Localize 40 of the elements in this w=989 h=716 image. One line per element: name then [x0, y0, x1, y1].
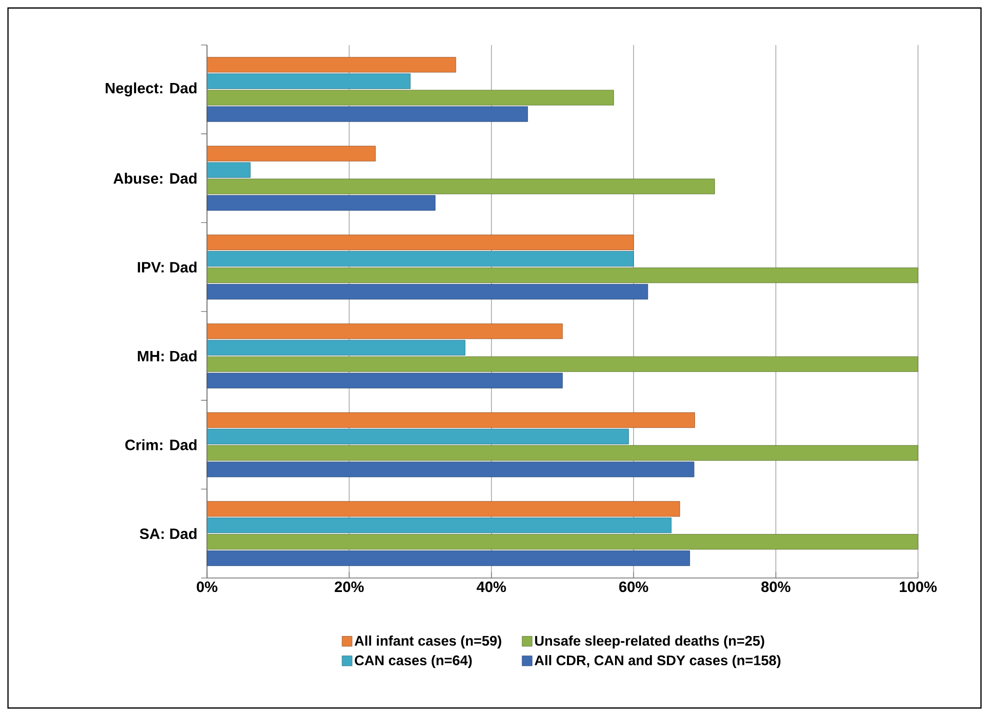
- x-tick-label: 40%: [476, 582, 506, 592]
- legend-label: Unsafe sleep-related deaths (n=25): [535, 635, 764, 648]
- x-tick-label: 60%: [619, 582, 648, 592]
- bar: [206, 146, 376, 162]
- bar: [206, 324, 563, 340]
- bar: [206, 268, 918, 284]
- bar: [206, 550, 690, 566]
- bar: [206, 445, 918, 461]
- y-tick-label: Neglect: Dad: [106, 82, 196, 96]
- bar: [206, 90, 614, 106]
- bar: [206, 501, 680, 517]
- bar: [206, 195, 436, 211]
- bar: [206, 340, 466, 356]
- bar: [206, 518, 672, 534]
- bar: [206, 412, 695, 428]
- legend-label: All infant cases (n=59): [354, 635, 502, 648]
- bar: [206, 534, 918, 550]
- bar: [206, 251, 634, 267]
- bar: [206, 178, 715, 194]
- bar: [206, 462, 694, 478]
- y-tick-label: MH: Dad: [138, 350, 196, 362]
- legend-label: CAN cases (n=64): [354, 655, 472, 668]
- bar: [206, 162, 251, 178]
- bar: [206, 356, 918, 372]
- bar: [206, 106, 528, 122]
- y-tick-label: Crim: Dad: [125, 439, 196, 450]
- y-tick-label: IPV: Dad: [138, 262, 196, 273]
- x-tick-label: 80%: [761, 582, 790, 592]
- bar: [206, 73, 411, 89]
- bar: [206, 284, 648, 300]
- bar: [206, 234, 634, 250]
- x-tick-label: 0%: [196, 582, 218, 592]
- bar: [206, 372, 563, 388]
- bar: [206, 57, 456, 73]
- y-tick-label: Abuse: Dad: [113, 172, 196, 184]
- y-tick-label: SA: Dad: [140, 528, 196, 540]
- legend-label: All CDR, CAN and SDY cases (n=158): [534, 655, 780, 668]
- x-tick-label: 20%: [334, 582, 364, 592]
- bar: [206, 428, 629, 444]
- x-tick-label: 100%: [900, 582, 937, 592]
